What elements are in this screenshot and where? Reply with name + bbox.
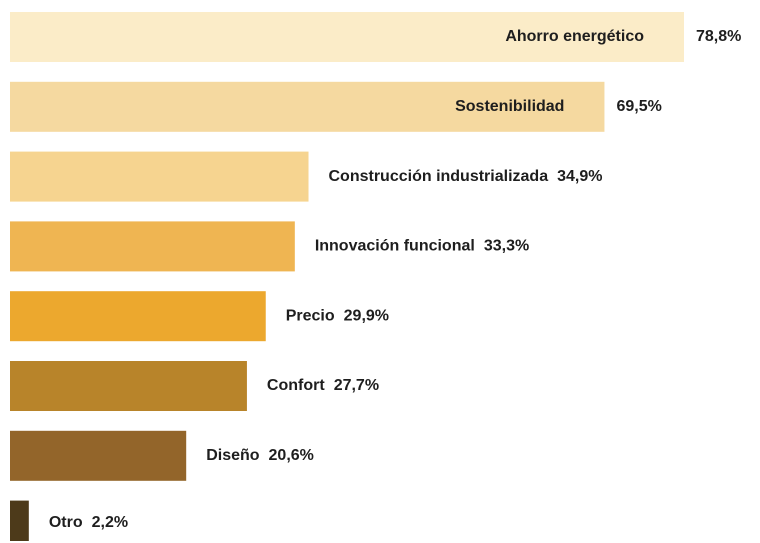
bar xyxy=(10,12,684,62)
value-label: 2,2% xyxy=(92,514,128,531)
category-label: Precio xyxy=(286,307,335,324)
category-label: Sostenibilidad xyxy=(455,98,564,115)
category-label: Otro xyxy=(49,514,83,531)
category-label: Innovación funcional xyxy=(315,238,475,255)
bar xyxy=(10,81,605,132)
category-label: Diseño xyxy=(206,447,260,464)
bar xyxy=(10,151,309,202)
value-label: 27,7% xyxy=(334,377,379,394)
value-label: 29,9% xyxy=(344,307,389,324)
value-label: 69,5% xyxy=(616,98,661,115)
value-label: 34,9% xyxy=(557,168,602,185)
bar xyxy=(10,500,29,541)
bar xyxy=(10,430,187,481)
category-label: Ahorro energético xyxy=(505,28,644,45)
bar xyxy=(10,361,247,411)
bar xyxy=(10,291,266,342)
category-label: Confort xyxy=(267,377,325,394)
bar xyxy=(10,221,295,272)
value-label: 33,3% xyxy=(484,238,529,255)
value-label: 78,8% xyxy=(696,28,741,45)
value-label: 20,6% xyxy=(269,447,314,464)
category-label: Construcción industrializada xyxy=(329,168,549,185)
